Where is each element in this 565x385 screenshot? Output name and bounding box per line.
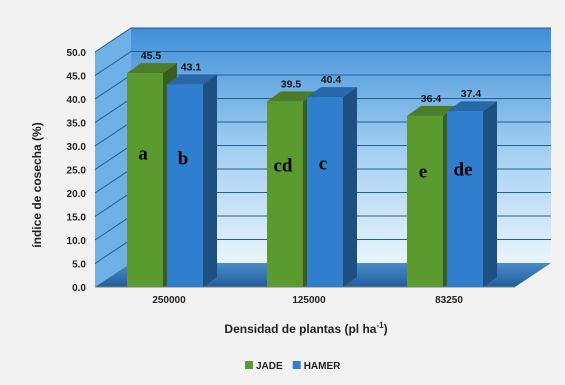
- significance-letter: cd: [274, 155, 293, 176]
- significance-letter: de: [454, 160, 473, 181]
- x-tick-label: 83250: [435, 295, 463, 306]
- data-label: 36.4: [421, 93, 442, 105]
- bar-hamer-83250: [447, 101, 497, 287]
- significance-letter: a: [138, 144, 148, 165]
- data-label: 43.1: [181, 61, 202, 73]
- bar-front: [267, 101, 303, 287]
- legend-swatch-hamer: [292, 361, 301, 369]
- legend-swatch-jade: [245, 361, 253, 369]
- data-label: 37.4: [461, 88, 482, 100]
- bar-top: [167, 74, 217, 85]
- significance-letter: e: [419, 162, 427, 183]
- y-tick-label: 0.0: [72, 283, 86, 294]
- bar-top: [307, 87, 357, 98]
- bar-side: [483, 101, 497, 287]
- bar-front: [447, 111, 483, 287]
- y-tick-label: 5.0: [72, 260, 86, 271]
- legend: JADE HAMER: [245, 361, 341, 372]
- bar-hamer-125000: [307, 87, 357, 288]
- data-label: 39.5: [281, 78, 302, 90]
- bar-top: [267, 91, 317, 102]
- gridline: [94, 27, 551, 53]
- legend-label-jade: JADE: [256, 361, 283, 372]
- x-tick-label: 125000: [292, 295, 326, 306]
- y-tick-label: 10.0: [67, 236, 87, 247]
- significance-letter: b: [178, 148, 189, 169]
- bar-top: [447, 101, 497, 112]
- x-axis-title-main: Densidad de plantas (pl ha: [224, 322, 376, 336]
- bar-top: [127, 63, 177, 74]
- y-axis-title: índice de cosecha (%): [30, 122, 44, 247]
- x-tick-label: 250000: [152, 295, 186, 306]
- x-axis-title: Densidad de plantas (pl ha-1): [224, 321, 387, 336]
- x-axis-title-close: ): [384, 322, 388, 336]
- y-tick-label: 40.0: [67, 95, 87, 106]
- y-tick-label: 45.0: [67, 72, 87, 83]
- legend-label-hamer: HAMER: [304, 361, 341, 372]
- bar-front: [407, 115, 443, 287]
- significance-letter: c: [319, 154, 327, 175]
- data-label: 45.5: [141, 50, 162, 62]
- data-label: 40.4: [321, 74, 342, 86]
- bar-front: [307, 97, 343, 288]
- y-tick-label: 20.0: [67, 189, 87, 200]
- y-tick-label: 50.0: [67, 48, 87, 59]
- y-tick-label: 30.0: [67, 142, 87, 153]
- y-tick-label: 25.0: [67, 166, 87, 177]
- bar-side: [343, 87, 357, 288]
- bar-jade-250000: [127, 63, 177, 288]
- plot-area: 0.0 5.0 10.0 15.0 20.0 25.0 30.0 35.0 40.0 45.0 50…: [67, 27, 551, 306]
- bar-top: [407, 105, 457, 116]
- bar-front: [127, 73, 163, 288]
- bar-side: [203, 74, 217, 288]
- y-tick-label: 35.0: [67, 119, 87, 130]
- bar-front: [167, 84, 203, 288]
- bar-hamer-250000: [167, 74, 217, 288]
- gridline: [94, 51, 551, 76]
- y-tick-label: 15.0: [67, 213, 87, 224]
- x-axis-title-superscript: -1: [376, 321, 384, 330]
